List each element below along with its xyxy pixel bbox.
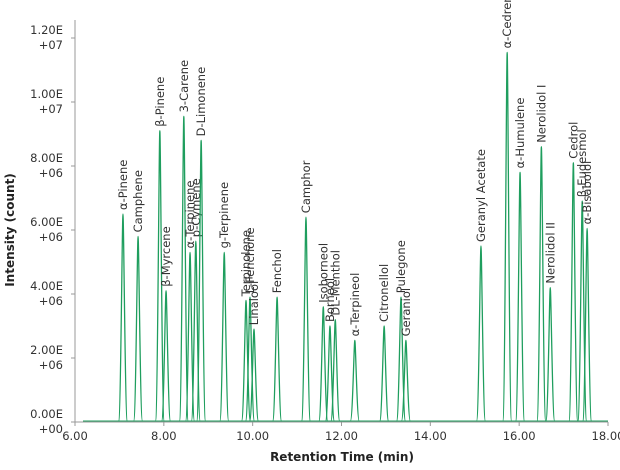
peak-label: Camphor: [299, 160, 313, 213]
peak-label: Nerolidol I: [534, 85, 548, 143]
peak-label: Fenchol: [270, 249, 284, 293]
y-tick-label-line: +06: [39, 166, 63, 180]
y-tick-label: 0.00E +00: [30, 407, 63, 436]
y-tick-label: 1.00E +07: [30, 87, 63, 116]
peak: [248, 328, 260, 422]
peak-label: Geranyl Acetate: [474, 149, 488, 242]
peak-label: α-Terpineol: [348, 273, 362, 337]
y-tick-label: 6.00E +06: [30, 215, 63, 244]
y-tick-label: 8.00E +06: [30, 151, 63, 180]
peak-label: Terpinolene: [239, 230, 253, 297]
x-axis-title: Retention Time (min): [270, 450, 414, 464]
peak: [379, 325, 390, 422]
peak-label: DL-Menthol: [328, 250, 342, 316]
peak-label: Pulegone: [394, 240, 408, 293]
peak-label: Nerolidol II: [543, 222, 557, 284]
peak-label: β-Eudesmol: [575, 129, 589, 197]
y-tick-label: 4.00E +06: [30, 279, 63, 308]
peak: [475, 245, 487, 422]
peak-label: β-Pinene: [153, 77, 167, 127]
y-tick-label-line: 2.00E: [30, 343, 63, 357]
y-tick-label-line: +06: [39, 230, 63, 244]
y-tick-label: 2.00E +06: [30, 343, 63, 372]
y-axis-title: Intensity (count): [3, 173, 17, 287]
peak: [154, 130, 165, 422]
y-tick-label-line: 1.00E: [30, 87, 63, 101]
peak-label: Cedrol: [566, 122, 580, 159]
peak: [545, 286, 556, 422]
peak-label: Isoborneol: [316, 243, 330, 303]
x-tick-label: 6.00: [62, 429, 88, 443]
x-tick-label: 14.00: [414, 429, 447, 443]
x-tick-label: 10.00: [236, 429, 269, 443]
x-tick-label: 18.00: [592, 429, 620, 443]
y-tick-label-line: +00: [39, 422, 63, 436]
peak: [117, 213, 129, 422]
y-tick-label-line: 0.00E: [30, 407, 63, 421]
peak: [349, 339, 360, 422]
peak: [300, 216, 312, 422]
peak: [536, 146, 547, 422]
peak-label: α-Humulene: [513, 98, 527, 169]
x-tick-label: 8.00: [151, 429, 177, 443]
peak-label: α-Terpinene: [183, 181, 197, 249]
y-tick-label-line: 1.20E: [30, 23, 63, 37]
peak-label: Linalool: [247, 281, 261, 325]
peak: [272, 296, 283, 422]
peak-label: Citronellol: [377, 264, 391, 322]
peak-label: D-Limonene: [194, 67, 208, 137]
peak: [400, 339, 411, 422]
peak-label: β-Myrcene: [159, 226, 173, 286]
peak: [178, 115, 189, 422]
peak-label: α-Bisabolol: [580, 161, 594, 225]
peak-label: g-Terpinene: [217, 182, 231, 249]
peak-label: p-Cymene: [189, 178, 203, 237]
peak-label: Camphene: [131, 170, 145, 232]
peak: [568, 162, 579, 422]
peak: [133, 235, 144, 422]
peak: [196, 139, 207, 422]
y-tick-label-line: +06: [39, 294, 63, 308]
peak: [244, 296, 256, 422]
y-tick-label-line: 8.00E: [30, 151, 63, 165]
y-tick-label-line: 4.00E: [30, 279, 63, 293]
peak-label: α-Pinene: [116, 160, 130, 210]
y-tick-label-line: +06: [39, 358, 63, 372]
peak: [515, 171, 526, 422]
peak-label: Borneol: [323, 278, 337, 322]
y-tick-label-line: +07: [39, 102, 63, 116]
x-tick-label: 12.00: [325, 429, 358, 443]
peak-label: L-Fenchone: [243, 227, 257, 293]
peak: [240, 299, 252, 422]
y-tick-label-line: +07: [39, 38, 63, 52]
peak-label: α-Cedrene &: [500, 0, 514, 48]
peak-label: Geraniol: [399, 288, 413, 336]
peak-label: 3-Carene: [177, 60, 191, 112]
x-tick-label: 16.00: [503, 429, 536, 443]
y-tick-label: 1.20E +07: [30, 23, 63, 52]
peak: [502, 51, 513, 422]
peak: [582, 227, 593, 422]
y-tick-label-line: 6.00E: [30, 215, 63, 229]
peak: [318, 306, 329, 422]
peak: [219, 251, 230, 422]
peak: [161, 290, 172, 422]
peak: [330, 318, 341, 422]
